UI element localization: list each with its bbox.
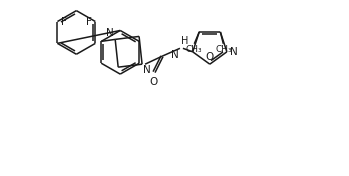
- Text: F: F: [61, 17, 67, 27]
- Text: CH₃: CH₃: [215, 45, 232, 54]
- Text: F: F: [86, 17, 91, 27]
- Text: O: O: [149, 77, 157, 87]
- Text: CH₃: CH₃: [186, 45, 203, 54]
- Text: H: H: [181, 36, 188, 46]
- Text: O: O: [206, 52, 214, 62]
- Text: N: N: [230, 47, 238, 57]
- Text: N: N: [171, 50, 179, 60]
- Text: N: N: [143, 65, 151, 75]
- Text: N: N: [106, 28, 114, 38]
